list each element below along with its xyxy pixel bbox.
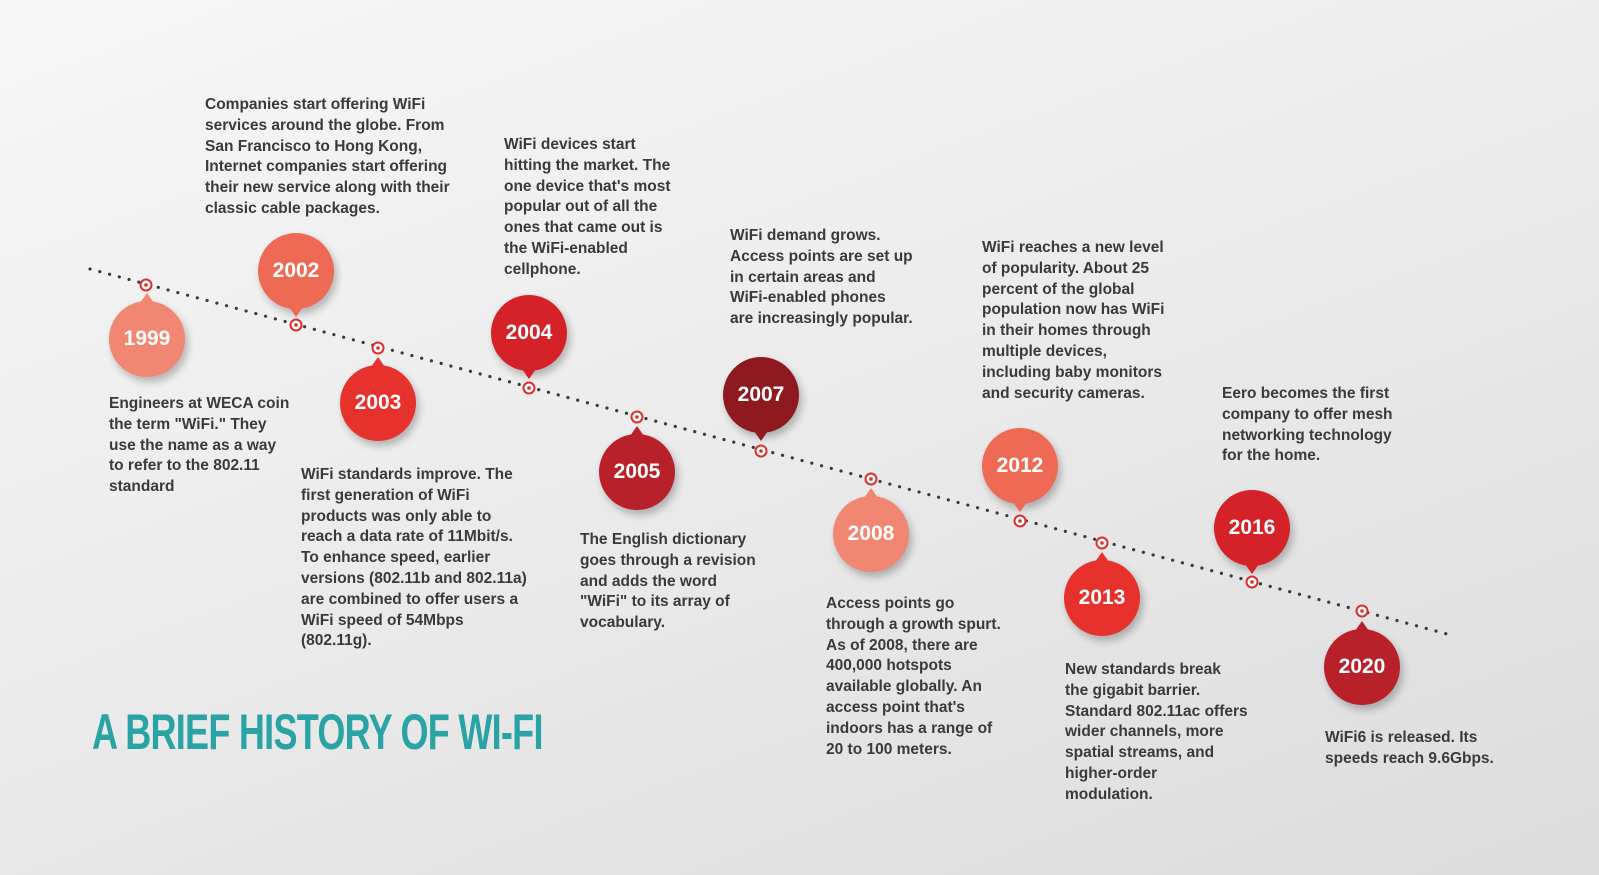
timeline-marker-dot	[1100, 541, 1104, 545]
year-label: 2002	[272, 259, 320, 282]
timeline-marker-dot	[635, 415, 639, 419]
event-description-2005: The English dictionary goes through a re…	[580, 531, 756, 632]
year-badge-2004: 2004	[491, 295, 567, 379]
year-badge-2007: 2007	[723, 357, 799, 441]
timeline-marker-dot	[376, 346, 380, 350]
timeline-marker-dot	[1250, 580, 1254, 584]
year-label: 2020	[1338, 655, 1386, 678]
year-badge-2002: 2002	[258, 233, 334, 317]
event-description-2020: WiFi6 is released. Its speeds reach 9.6G…	[1325, 729, 1494, 767]
event-description-1999: Engineers at WECA coin the term "WiFi." …	[109, 395, 290, 496]
event-description-2007: WiFi demand grows. Access points are set…	[730, 227, 913, 328]
year-badge-2012: 2012	[982, 428, 1058, 512]
timeline-marker-dot	[759, 449, 763, 453]
year-badge-2020: 2020	[1324, 621, 1400, 705]
year-label: 2012	[996, 454, 1044, 477]
year-badge-1999: 1999	[109, 293, 185, 377]
year-label: 2008	[847, 522, 895, 545]
timeline-marker-dot	[1018, 519, 1022, 523]
timeline-marker-dot	[1360, 609, 1364, 613]
timeline-marker-dot	[144, 283, 148, 287]
year-label: 2007	[737, 383, 785, 406]
year-badge-2008: 2008	[833, 488, 909, 572]
year-badge-2016: 2016	[1214, 490, 1290, 574]
event-description-2004: WiFi devices start hitting the market. T…	[504, 136, 671, 278]
event-description-2016: Eero becomes the first company to offer …	[1222, 385, 1393, 465]
timeline-marker-dot	[294, 323, 298, 327]
event-description-2008: Access points go through a growth spurt.…	[826, 595, 1001, 758]
timeline-marker-dot	[527, 386, 531, 390]
event-description-2012: WiFi reaches a new level of popularity. …	[982, 239, 1165, 402]
year-label: 2016	[1228, 516, 1276, 539]
event-description-2003: WiFi standards improve. The first genera…	[301, 466, 527, 650]
year-label: 2004	[505, 321, 553, 344]
event-description-2002: Companies start offering WiFi services a…	[205, 96, 450, 217]
year-badge-2013: 2013	[1064, 552, 1140, 636]
year-label: 2013	[1078, 586, 1126, 609]
timeline-dotted-line	[88, 267, 1449, 636]
year-badge-2005: 2005	[599, 426, 675, 510]
timeline-marker-dot	[869, 477, 873, 481]
year-label: 2005	[613, 460, 661, 483]
event-description-2013: New standards break the gigabit barrier.…	[1065, 661, 1248, 803]
year-label: 2003	[354, 391, 402, 414]
year-label: 1999	[123, 327, 171, 350]
page-title: A BRIEF HISTORY OF WI-FI	[92, 704, 543, 760]
year-badge-2003: 2003	[340, 357, 416, 441]
